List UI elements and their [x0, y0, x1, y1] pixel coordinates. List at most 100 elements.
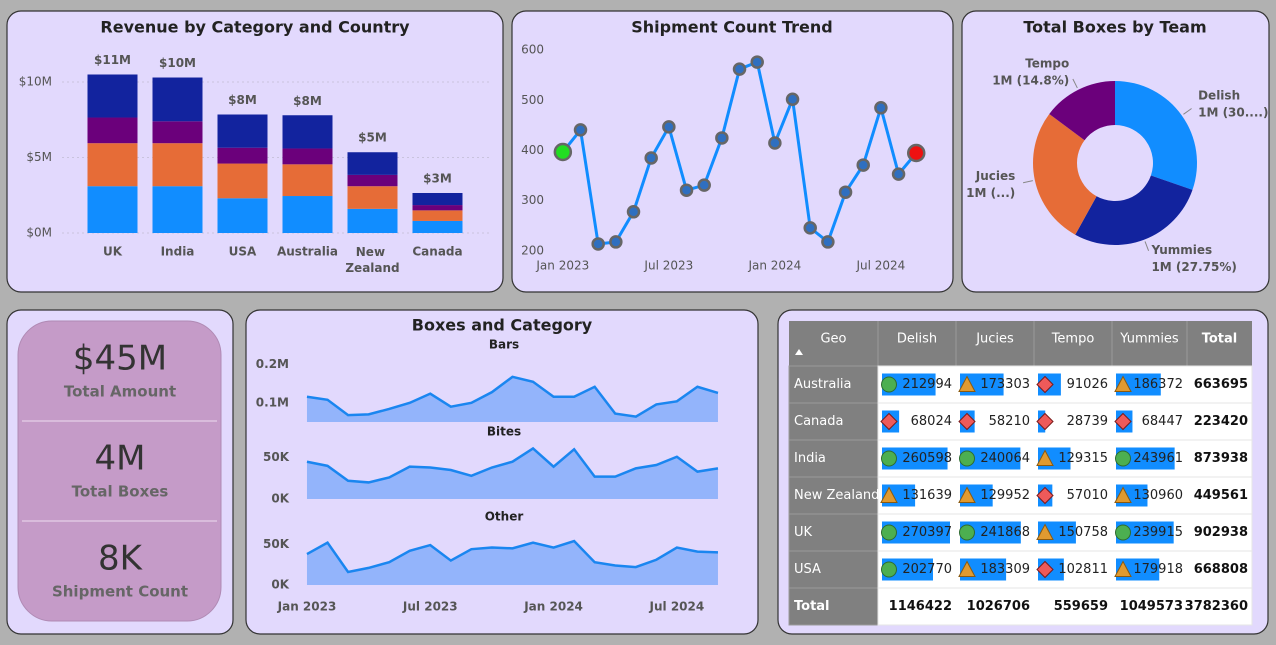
column-header: Tempo — [1051, 332, 1095, 347]
kpi-value: 4M — [95, 439, 146, 479]
panel-title: Other — [485, 510, 524, 524]
y-tick-label: 500 — [521, 93, 544, 107]
row-total: 902938 — [1194, 525, 1248, 540]
status-icon — [1036, 412, 1054, 431]
x-tick-label: UK — [103, 245, 123, 259]
marker — [874, 101, 888, 115]
cell-value: 241868 — [980, 525, 1030, 540]
row-label: India — [794, 451, 826, 466]
kpi-label: Total Amount — [64, 383, 176, 401]
y-tick-label: 400 — [521, 143, 544, 157]
kpi-value: $45M — [73, 339, 167, 379]
cell-value: 202770 — [902, 562, 952, 577]
bar-segment — [282, 164, 333, 197]
marker — [821, 235, 835, 249]
column-header: Jucies — [975, 332, 1014, 347]
status-icon — [1114, 560, 1132, 577]
cell-value: 68447 — [1142, 414, 1183, 429]
y-tick-label: 200 — [521, 243, 544, 257]
cell-value: 102811 — [1058, 562, 1108, 577]
row-label: USA — [794, 562, 821, 577]
leader-line — [1144, 241, 1150, 251]
row-total: 3782360 — [1185, 599, 1248, 614]
cell-value: 58210 — [989, 414, 1030, 429]
row-label: UK — [794, 525, 813, 540]
slice-value: 1M (30....) — [1198, 105, 1268, 119]
bar-segment — [412, 220, 463, 233]
row-total: 873938 — [1194, 451, 1248, 466]
status-icon — [880, 486, 898, 503]
bar-segment — [412, 210, 463, 221]
panel-title: Bars — [489, 338, 519, 352]
slice-value: 1M (...) — [966, 186, 1015, 200]
slice-name: Delish — [1198, 88, 1240, 102]
x-tick-label: Australia — [277, 245, 338, 259]
marker — [697, 178, 711, 192]
bar-segment — [412, 192, 463, 206]
bar-segment — [87, 117, 138, 144]
marker — [626, 205, 641, 219]
x-tick-label: Jul 2024 — [649, 600, 705, 614]
panel — [961, 10, 1270, 293]
x-tick-label: Jul 2023 — [402, 600, 458, 614]
row-label: Australia — [794, 377, 852, 392]
bar-segment — [87, 143, 138, 187]
cell-value: 129952 — [980, 488, 1030, 503]
status-icon — [1114, 486, 1132, 503]
bar-segment — [282, 196, 333, 233]
x-tick-label: USA — [229, 245, 257, 259]
status-icon — [959, 524, 975, 541]
bar-segment — [282, 115, 333, 149]
data-bar — [960, 447, 1021, 470]
cell-value: 270397 — [902, 525, 952, 540]
cell-value: 239915 — [1133, 525, 1183, 540]
chart-title: Total Boxes by Team — [1023, 18, 1206, 37]
y-tick-label: 0K — [271, 578, 289, 592]
bar-segment — [87, 74, 138, 118]
kpi-value: 8K — [98, 539, 144, 579]
y-tick-label: 0.1M — [256, 395, 289, 409]
cell-value: 1146422 — [889, 599, 952, 614]
column-header: Total — [1202, 332, 1238, 347]
x-tick-label: Jul 2023 — [643, 259, 693, 273]
y-tick-label: 600 — [521, 43, 544, 57]
bar-segment — [152, 77, 203, 122]
y-tick-label: $10M — [19, 75, 52, 89]
line — [306, 375, 719, 418]
x-tick-label: India — [161, 245, 195, 259]
status-icon — [881, 450, 897, 467]
x-tick-label: New Zealand — [345, 245, 399, 275]
leader-line — [1183, 108, 1192, 115]
bar-segment — [152, 121, 203, 144]
line — [306, 446, 719, 484]
chart-title: Revenue by Category and Country — [100, 18, 410, 37]
status-icon — [959, 450, 975, 467]
status-icon — [958, 412, 976, 431]
cell-value: 150758 — [1058, 525, 1108, 540]
panel — [511, 10, 954, 293]
total-label: $8M — [293, 94, 322, 108]
status-icon — [1114, 375, 1132, 392]
bar-segment — [217, 147, 268, 164]
y-tick-label: 50K — [263, 537, 290, 551]
status-icon — [881, 376, 897, 393]
cell-value: 131639 — [902, 488, 952, 503]
marker — [891, 167, 906, 181]
row-body — [877, 402, 1253, 441]
marker — [609, 235, 623, 249]
kpi-label: Total Boxes — [72, 483, 169, 501]
kpi-card — [17, 320, 222, 622]
row-total: 663695 — [1194, 377, 1248, 392]
sort-icon — [795, 349, 803, 355]
x-tick-label: Jan 2023 — [277, 600, 337, 614]
cell-value: 240064 — [980, 451, 1030, 466]
marker — [715, 131, 729, 145]
row-total: 668808 — [1194, 562, 1248, 577]
row-total: 223420 — [1194, 414, 1248, 429]
donut-slice — [1032, 113, 1097, 235]
cell-value: 559659 — [1054, 599, 1108, 614]
bar-segment — [87, 186, 138, 233]
row-head — [788, 365, 879, 404]
table-header — [789, 321, 1252, 366]
